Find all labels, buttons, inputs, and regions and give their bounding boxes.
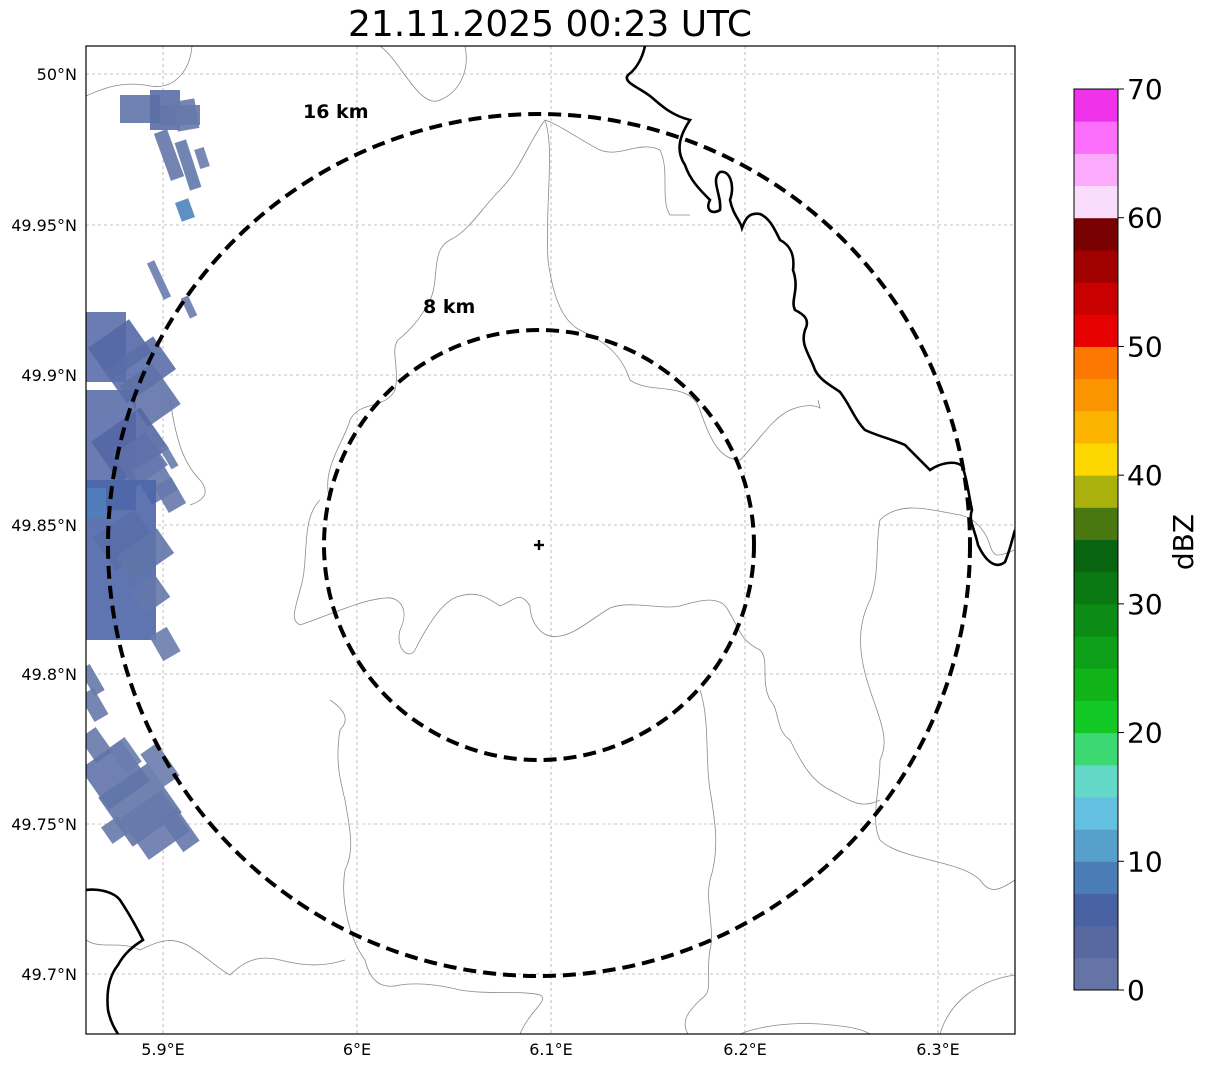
colorbar-tick-label: 10 — [1127, 845, 1163, 878]
colorbar-segment — [1074, 442, 1118, 476]
colorbar-label: dBZ — [1167, 514, 1200, 570]
echo-cell — [160, 807, 200, 853]
radar-site-marker — [534, 540, 544, 550]
range-ring-16km — [106, 112, 972, 978]
echo-cell — [194, 146, 210, 170]
echo-cell — [174, 139, 202, 191]
echo-cell — [149, 626, 181, 662]
colorbar-segment — [1074, 571, 1118, 605]
colorbar-segment — [1074, 732, 1118, 766]
colorbar-segment — [1074, 603, 1118, 637]
lat-tick-label: 49.95°N — [11, 216, 77, 235]
echo-cell — [108, 736, 142, 774]
echo-cell — [180, 295, 198, 319]
colorbar-frame — [1073, 88, 1119, 991]
colorbar-segment — [1074, 346, 1118, 380]
lat-tick-label: 49.75°N — [11, 815, 77, 834]
radar-reflectivity-echoes — [86, 90, 210, 860]
map-plot-area: 16 km 8 km — [85, 45, 1016, 1035]
map-background — [86, 46, 1015, 1034]
echo-cell — [172, 98, 200, 132]
colorbar-segment — [1074, 282, 1118, 315]
colorbar-segment — [1074, 507, 1118, 540]
colorbar-segment — [1074, 410, 1118, 444]
echo-cell — [88, 319, 152, 381]
colorbar-segment — [1074, 89, 1118, 122]
colorbar-segment — [1074, 539, 1118, 573]
colorbar-segment — [1074, 861, 1118, 894]
echo-cell — [115, 528, 175, 582]
echo-cell — [120, 790, 190, 860]
colorbar-segment — [1074, 925, 1118, 959]
colorbar-segment — [1074, 636, 1118, 669]
echo-cell — [86, 664, 105, 696]
colorbar-segment — [1074, 378, 1118, 412]
echo-cell — [153, 129, 185, 181]
range-ring-label-16km: 16 km — [303, 101, 369, 123]
map-frame — [85, 45, 1016, 1035]
colorbar-segment — [1074, 893, 1118, 927]
lon-tick-label: 6.2°E — [723, 1040, 767, 1059]
colorbar-segment — [1074, 700, 1118, 734]
colorbar-segment — [1074, 829, 1118, 862]
lon-tick-label: 6.3°E — [916, 1040, 960, 1059]
lon-tick-label: 6°E — [343, 1040, 371, 1059]
colorbar-tick-label: 0 — [1127, 974, 1145, 1007]
range-ring-label-8km: 8 km — [423, 296, 475, 318]
echo-cell — [140, 742, 180, 788]
latitude-tick-labels: 50°N 49.95°N 49.9°N 49.85°N 49.8°N 49.75°N 49.… — [11, 65, 77, 984]
colorbar-segment — [1074, 475, 1118, 508]
lon-tick-label: 6.1°E — [529, 1040, 573, 1059]
colorbar-tick-label: 60 — [1127, 202, 1163, 235]
echo-cell — [153, 477, 187, 513]
echo-cell — [129, 573, 171, 615]
colorbar-tick-label: 50 — [1127, 330, 1163, 363]
gridlines — [86, 46, 1015, 1034]
lat-tick-label: 49.9°N — [21, 366, 77, 385]
colorbar: 70 60 50 40 30 20 10 0 dBZ — [1073, 73, 1200, 1007]
echo-cell — [159, 444, 179, 470]
colorbar-segment — [1074, 185, 1118, 219]
colorbar-tick-label: 70 — [1127, 73, 1163, 106]
colorbar-tick-label: 30 — [1127, 588, 1163, 621]
longitude-tick-labels: 5.9°E 6°E 6.1°E 6.2°E 6.3°E — [141, 1040, 960, 1059]
range-rings — [106, 112, 972, 978]
echo-cell — [86, 688, 109, 722]
colorbar-segment — [1074, 153, 1118, 187]
colorbar-segment — [1074, 217, 1118, 251]
echo-cell — [175, 198, 195, 222]
map-title: 21.11.2025 00:23 UTC — [347, 4, 753, 45]
range-ring-8km — [322, 328, 756, 762]
colorbar-segment — [1074, 957, 1118, 991]
colorbar-segment — [1074, 121, 1118, 154]
colorbar-segment — [1074, 668, 1118, 701]
lat-tick-label: 49.85°N — [11, 516, 77, 535]
colorbar-segment — [1074, 796, 1118, 830]
echo-cell — [146, 260, 172, 300]
echo-cell — [101, 816, 129, 844]
colorbar-tick-label: 40 — [1127, 459, 1163, 492]
colorbar-segment — [1074, 764, 1118, 798]
echo-cell — [86, 488, 106, 518]
colorbar-tick-label: 20 — [1127, 717, 1163, 750]
echo-cell — [119, 363, 181, 427]
lat-tick-label: 49.8°N — [21, 665, 77, 684]
lon-tick-label: 5.9°E — [141, 1040, 185, 1059]
lat-tick-label: 50°N — [37, 65, 77, 84]
admin-borders — [86, 46, 1015, 1034]
colorbar-segment — [1074, 249, 1118, 283]
lat-tick-label: 49.7°N — [21, 965, 77, 984]
colorbar-segment — [1074, 314, 1118, 347]
